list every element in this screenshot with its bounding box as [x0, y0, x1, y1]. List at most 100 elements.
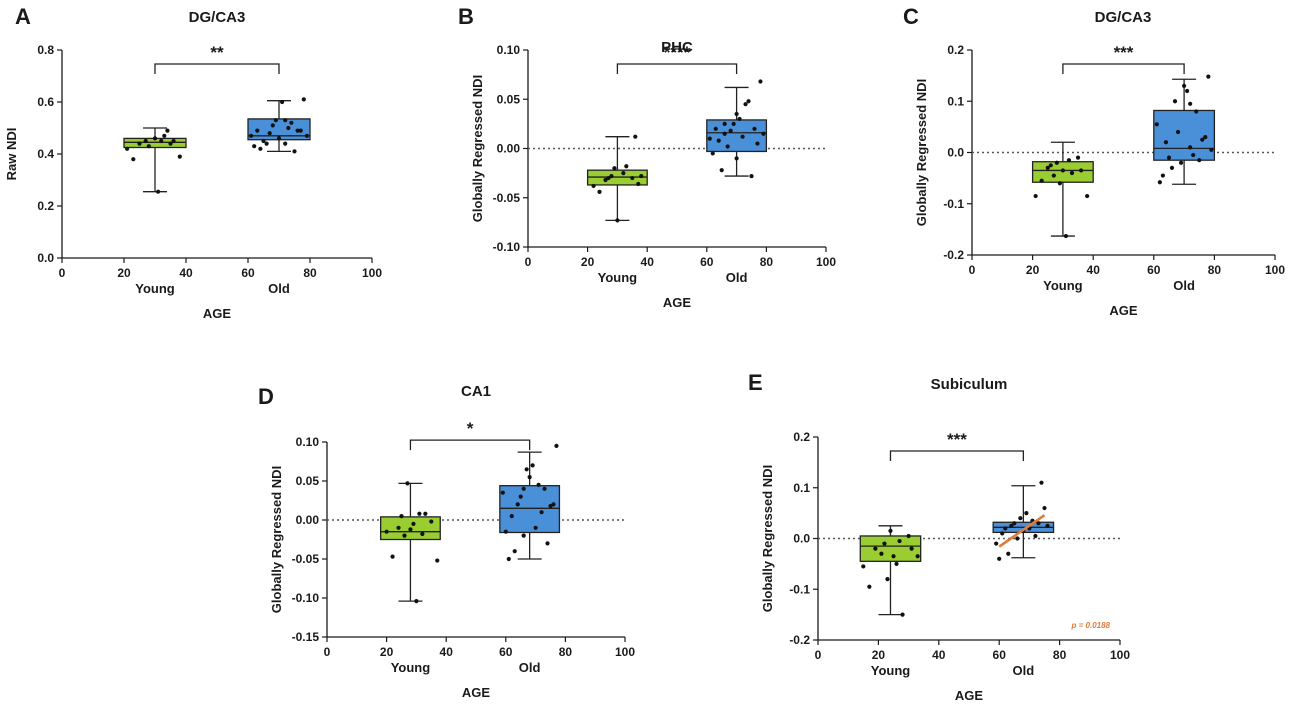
- data-point: [591, 183, 596, 189]
- data-point: [264, 141, 269, 146]
- data-point: [707, 136, 712, 141]
- data-point: [384, 529, 389, 534]
- y-tick-label: 0.8: [37, 43, 54, 57]
- panel-c: C DG/CA3 -0.2 -0.1 0.0 0.1 0.2 0 20 40 60 80 100 Glob…: [903, 4, 1285, 318]
- group-label: Old: [519, 660, 541, 675]
- x-tick-label: 40: [440, 645, 454, 659]
- data-point: [1039, 480, 1044, 485]
- data-point: [624, 164, 629, 169]
- data-point: [304, 133, 309, 138]
- group-young: Young: [1031, 141, 1094, 293]
- data-point: [719, 168, 724, 173]
- x-axis-label: AGE: [1109, 303, 1138, 318]
- y-tick-label: 0.0: [37, 251, 54, 265]
- data-point: [1051, 173, 1056, 178]
- x-tick-label: 80: [559, 645, 573, 659]
- group-label: Old: [726, 270, 748, 285]
- data-point: [749, 173, 754, 179]
- x-tick-label: 100: [816, 255, 836, 269]
- data-point: [1054, 160, 1059, 165]
- data-point: [615, 218, 620, 223]
- data-point: [390, 554, 395, 559]
- data-point: [603, 177, 608, 183]
- data-point: [506, 556, 511, 562]
- data-point: [1045, 523, 1050, 528]
- y-tick-label: 0.10: [296, 435, 320, 449]
- x-tick-label: 20: [872, 648, 886, 662]
- significance-stars: ***: [947, 430, 967, 449]
- data-point: [1178, 160, 1184, 165]
- data-point: [906, 533, 911, 539]
- x-tick-label: 40: [932, 648, 946, 662]
- group-young: Young: [123, 127, 187, 296]
- chart-title: DG/CA3: [1095, 9, 1152, 26]
- data-point: [414, 599, 419, 604]
- data-point: [1057, 181, 1062, 186]
- chart-title: DG/CA3: [189, 9, 246, 26]
- data-point: [1160, 173, 1165, 178]
- group-young: Young: [859, 525, 922, 678]
- group-young: Young: [379, 481, 441, 675]
- data-point: [861, 564, 866, 569]
- data-point: [159, 138, 164, 144]
- y-tick-label: 0.2: [37, 199, 54, 213]
- panel-d: D CA1 -0.15 -0.10 -0.05 0.00 0.05 0.10 0 20 40 60 80…: [258, 383, 635, 700]
- data-point: [500, 490, 505, 495]
- x-tick-label: 100: [1265, 263, 1285, 277]
- data-point: [276, 136, 282, 141]
- data-point: [527, 475, 532, 480]
- data-point: [1175, 129, 1181, 135]
- data-point: [530, 463, 535, 468]
- data-point: [722, 131, 727, 136]
- x-tick-label: 20: [380, 645, 394, 659]
- significance-bracket: [409, 439, 531, 451]
- data-point: [1000, 531, 1005, 536]
- significance-stars: ****: [664, 43, 691, 62]
- data-point: [873, 546, 878, 551]
- data-point: [761, 131, 766, 136]
- data-point: [125, 146, 130, 151]
- x-tick-label: 40: [1087, 263, 1101, 277]
- chart-title: Subiculum: [931, 376, 1008, 393]
- y-tick-label: 0.0: [947, 146, 964, 160]
- data-point: [1191, 152, 1196, 158]
- significance-bracket: [616, 63, 738, 74]
- data-point: [536, 482, 541, 487]
- x-tick-label: 60: [499, 645, 513, 659]
- group-old: Old: [1153, 74, 1216, 293]
- data-point: [1009, 523, 1014, 528]
- data-point: [1006, 551, 1011, 556]
- data-point: [1194, 109, 1199, 114]
- data-point: [1048, 163, 1053, 168]
- y-tick-label: 0.4: [37, 147, 54, 161]
- data-point: [915, 554, 920, 559]
- y-tick-label: 0.1: [947, 94, 964, 108]
- panel-b: B PHC -0.10 -0.05 0.00 0.05 0.10 0 20 40 60 80 100 Gl…: [458, 4, 836, 310]
- box: [706, 119, 768, 153]
- group-old: Old: [499, 443, 561, 675]
- x-tick-label: 20: [117, 266, 131, 280]
- data-point: [1075, 155, 1081, 160]
- box: [499, 485, 561, 534]
- x-axis-label: AGE: [663, 295, 692, 310]
- x-tick-label: 80: [760, 255, 774, 269]
- y-axis-label: Raw NDI: [4, 128, 19, 181]
- data-point: [162, 133, 167, 138]
- data-point: [292, 149, 297, 154]
- y-tick-label: 0.0: [793, 532, 810, 546]
- data-point: [1036, 521, 1041, 526]
- data-point: [746, 99, 751, 104]
- data-point: [420, 531, 425, 537]
- group-old: Old: [706, 79, 768, 285]
- data-point: [521, 486, 526, 491]
- x-tick-label: 100: [1110, 648, 1130, 662]
- data-point: [752, 126, 757, 131]
- data-point: [1039, 178, 1044, 183]
- data-point: [897, 538, 902, 544]
- data-point: [612, 166, 617, 171]
- data-point: [639, 173, 644, 179]
- data-point: [885, 577, 890, 582]
- data-point: [1185, 88, 1190, 94]
- significance-stars: ***: [1114, 43, 1134, 62]
- group-label: Old: [1173, 278, 1195, 293]
